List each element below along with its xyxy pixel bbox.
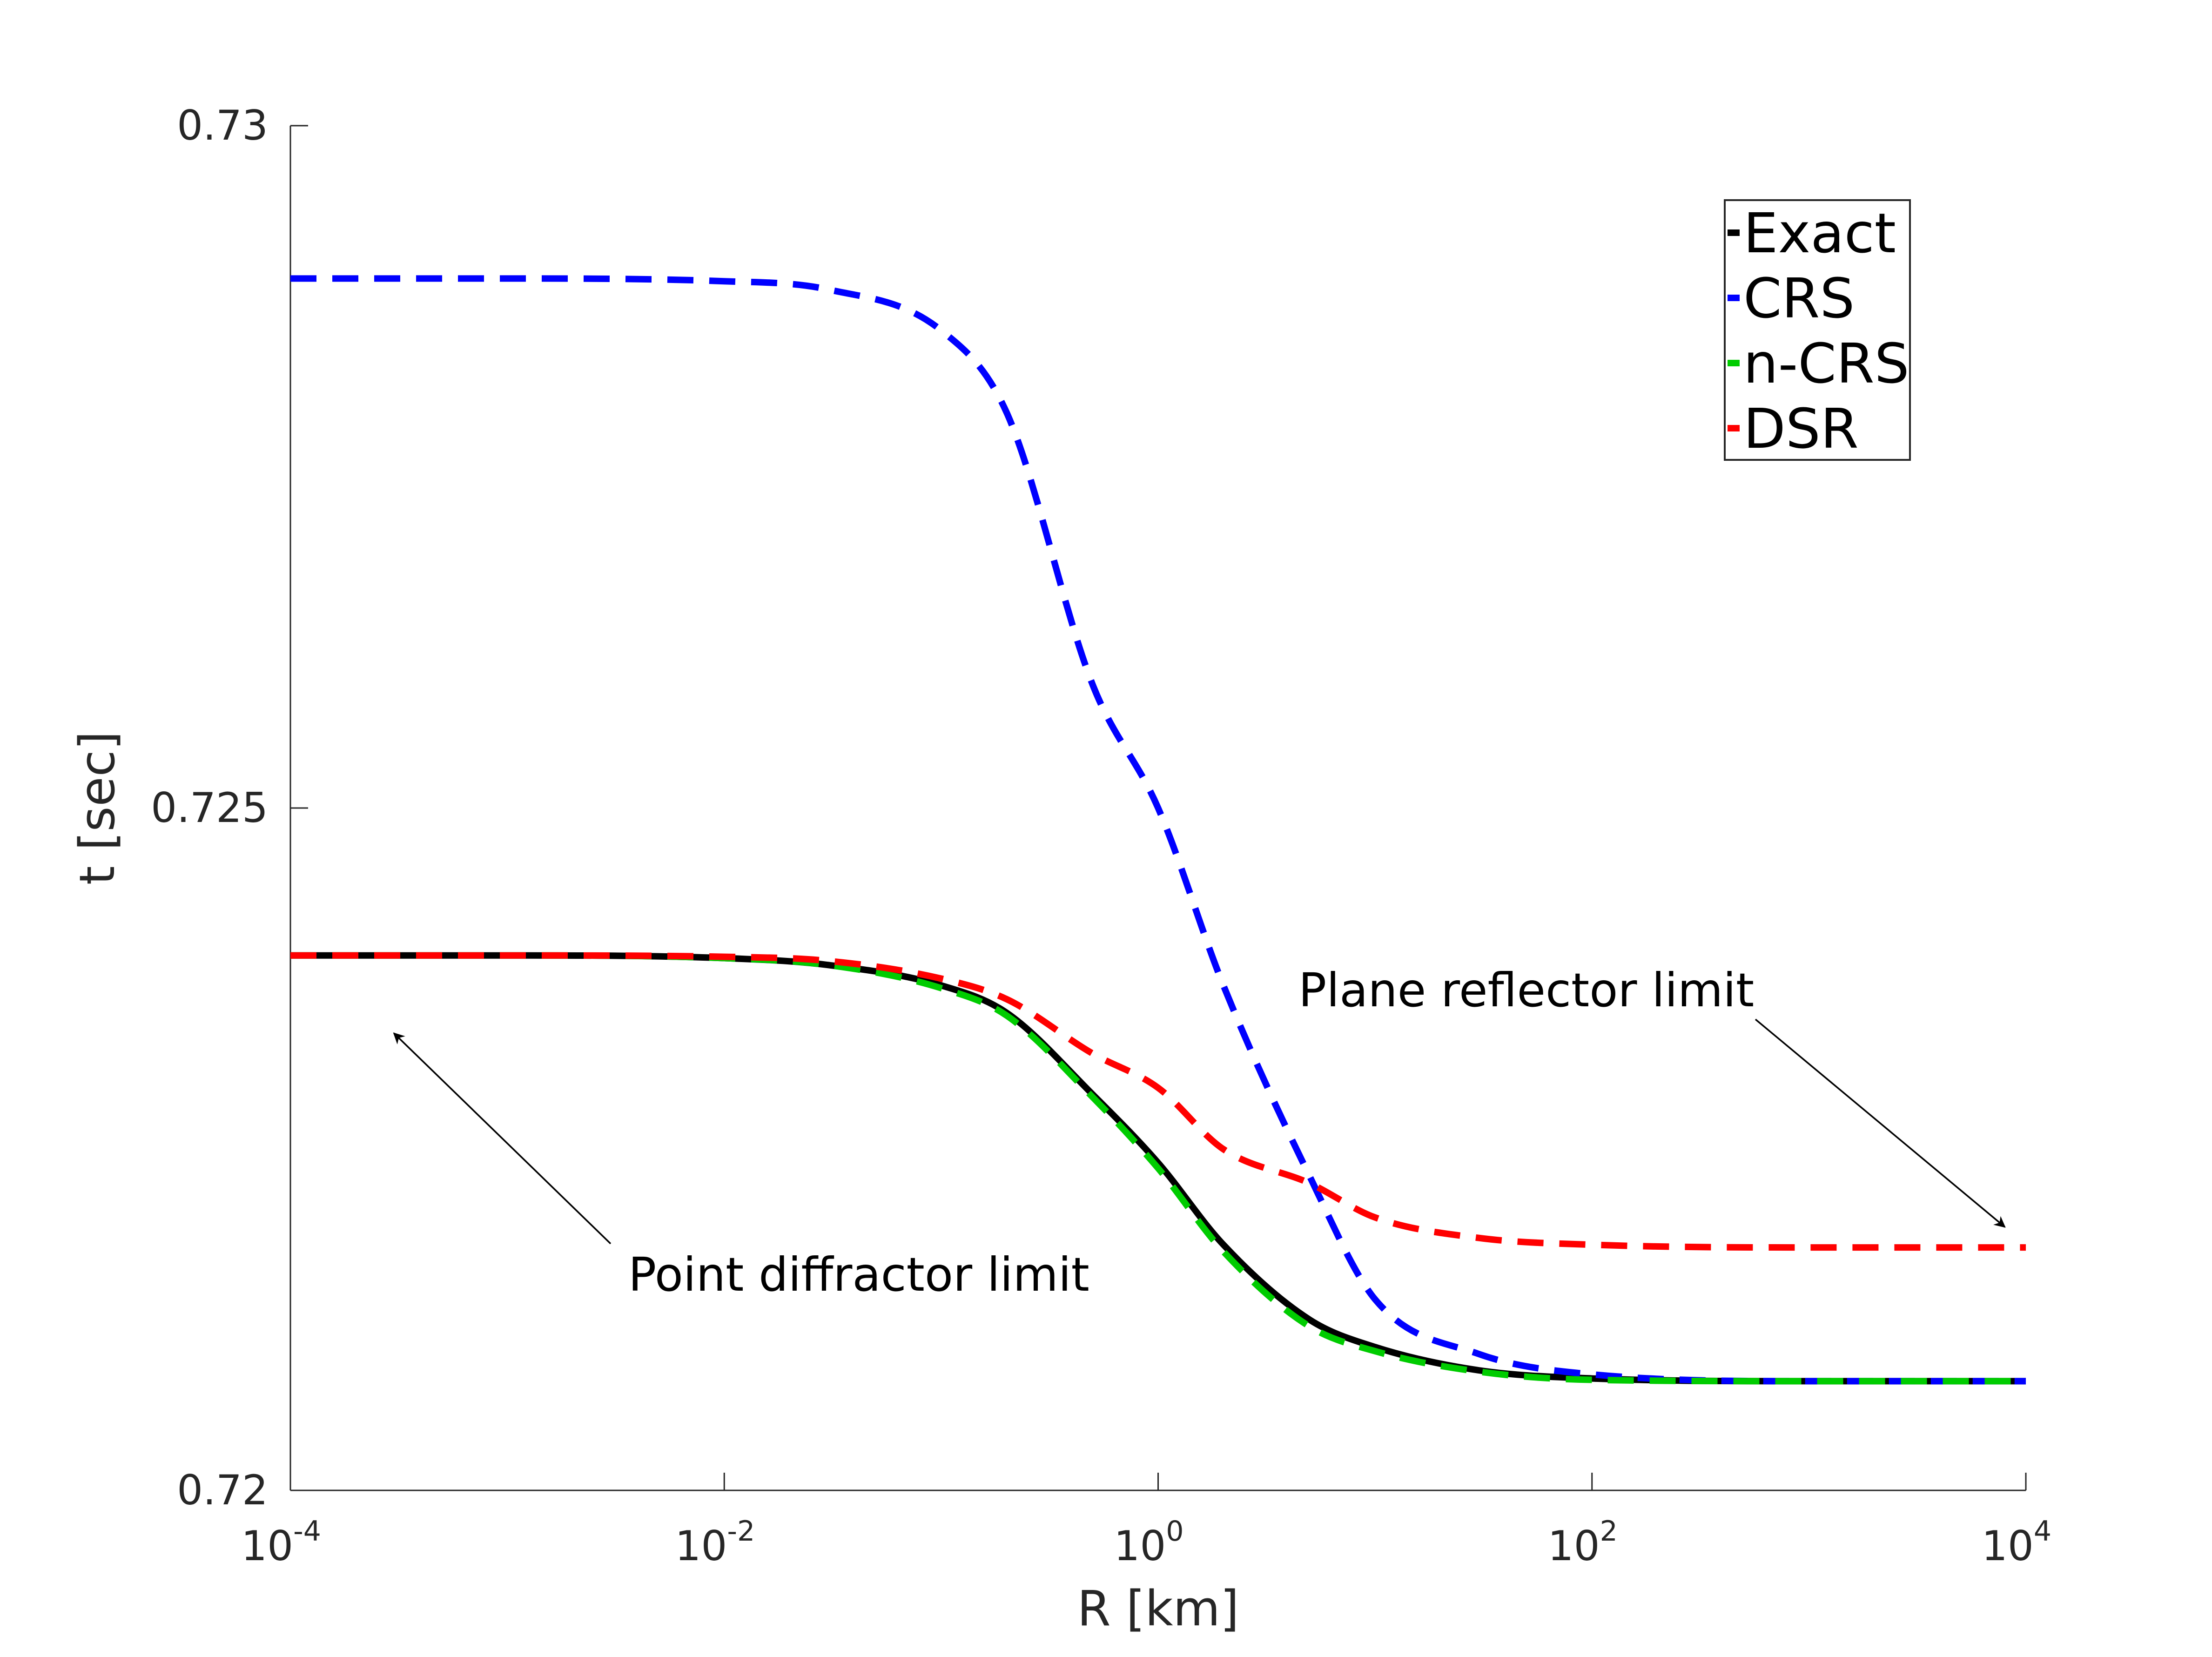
annotation-point-diffractor: Point diffractor limit — [628, 1247, 1089, 1302]
annotation-arrow-plane-reflector — [1755, 1018, 2006, 1228]
y-tick-label: 0.73 — [177, 101, 268, 149]
legend-box — [1724, 199, 1911, 461]
legend-entry: CRS — [1743, 266, 1855, 330]
x-tick-label: 104 — [1982, 1515, 2051, 1570]
legend-entry: DSR — [1743, 397, 1859, 461]
legend-entry: Exact — [1743, 201, 1896, 265]
series-line-crs — [290, 275, 2026, 1385]
axes: 0.72 0.725 0.73 10-4 10-2 100 102 104 R [km] t [s… — [69, 101, 2051, 1637]
series-line-dsr — [290, 952, 2026, 1251]
series-group — [290, 275, 2026, 1385]
x-axis-title: R [km] — [1077, 1580, 1239, 1637]
annotation-plane-reflector: Plane reflector limit — [1298, 963, 1754, 1017]
x-tick-label: 100 — [1114, 1515, 1183, 1570]
y-axis-title: t [sec] — [69, 731, 126, 885]
y-tick-label: 0.72 — [177, 1466, 268, 1514]
annotation-arrow-point-diffractor — [393, 1032, 612, 1245]
annotations: Point diffractor limit Plane reflector li… — [393, 963, 2006, 1302]
series-line-n-crs — [290, 952, 2026, 1385]
x-tick-label: 10-4 — [241, 1515, 321, 1570]
y-tick-label: 0.725 — [151, 784, 268, 832]
x-tick-label: 10-2 — [675, 1515, 755, 1570]
x-tick-label: 102 — [1548, 1515, 1618, 1570]
legend-entry: n-CRS — [1743, 331, 1909, 396]
